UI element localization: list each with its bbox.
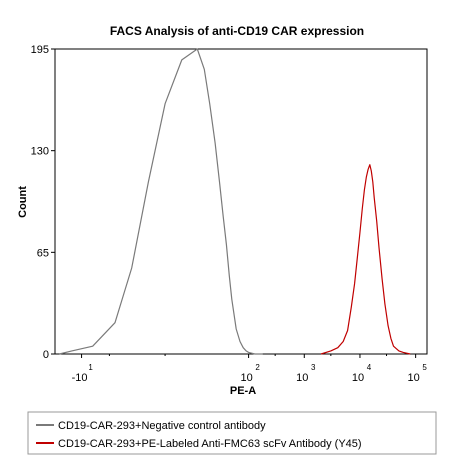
x-tick-base: 10 (352, 372, 364, 384)
y-tick-label: 65 (37, 247, 49, 259)
x-tick-label: 105 (408, 363, 428, 384)
y-tick-label: 0 (43, 349, 49, 361)
legend-label-negative-control: CD19-CAR-293+Negative control antibody (58, 420, 266, 432)
x-tick-exponent: 3 (311, 363, 316, 372)
series-negative-control-line (59, 48, 263, 355)
x-tick-label: 102 (240, 363, 260, 384)
y-axis-label: Count (17, 186, 29, 218)
series-layer (59, 48, 411, 355)
y-axis-ticks: 0 65 130 195 (31, 44, 55, 361)
legend-label-pe-labeled: CD19-CAR-293+PE-Labeled Anti-FMC63 scFv … (58, 438, 362, 450)
x-tick-label: 104 (352, 363, 372, 384)
plot-frame (54, 48, 428, 355)
x-tick-base: -10 (72, 372, 88, 384)
x-tick-base: 10 (408, 372, 420, 384)
legend: CD19-CAR-293+Negative control antibody C… (27, 411, 437, 455)
chart-title: FACS Analysis of anti-CD19 CAR expressio… (110, 24, 364, 38)
x-tick-base: 10 (296, 372, 308, 384)
x-tick-exponent: 5 (422, 363, 427, 372)
x-tick-exponent: 2 (255, 363, 260, 372)
x-tick-label: 103 (296, 363, 316, 384)
y-tick-label: 130 (31, 146, 49, 158)
x-tick-base: 10 (240, 372, 252, 384)
x-tick-label: -101 (72, 363, 94, 384)
y-tick-label: 195 (31, 44, 49, 56)
series-pe-labeled-line (320, 164, 411, 355)
x-tick-exponent: 4 (367, 363, 372, 372)
x-axis-label: PE-A (230, 385, 256, 397)
x-tick-exponent: 1 (88, 363, 93, 372)
legend-box (27, 411, 437, 455)
